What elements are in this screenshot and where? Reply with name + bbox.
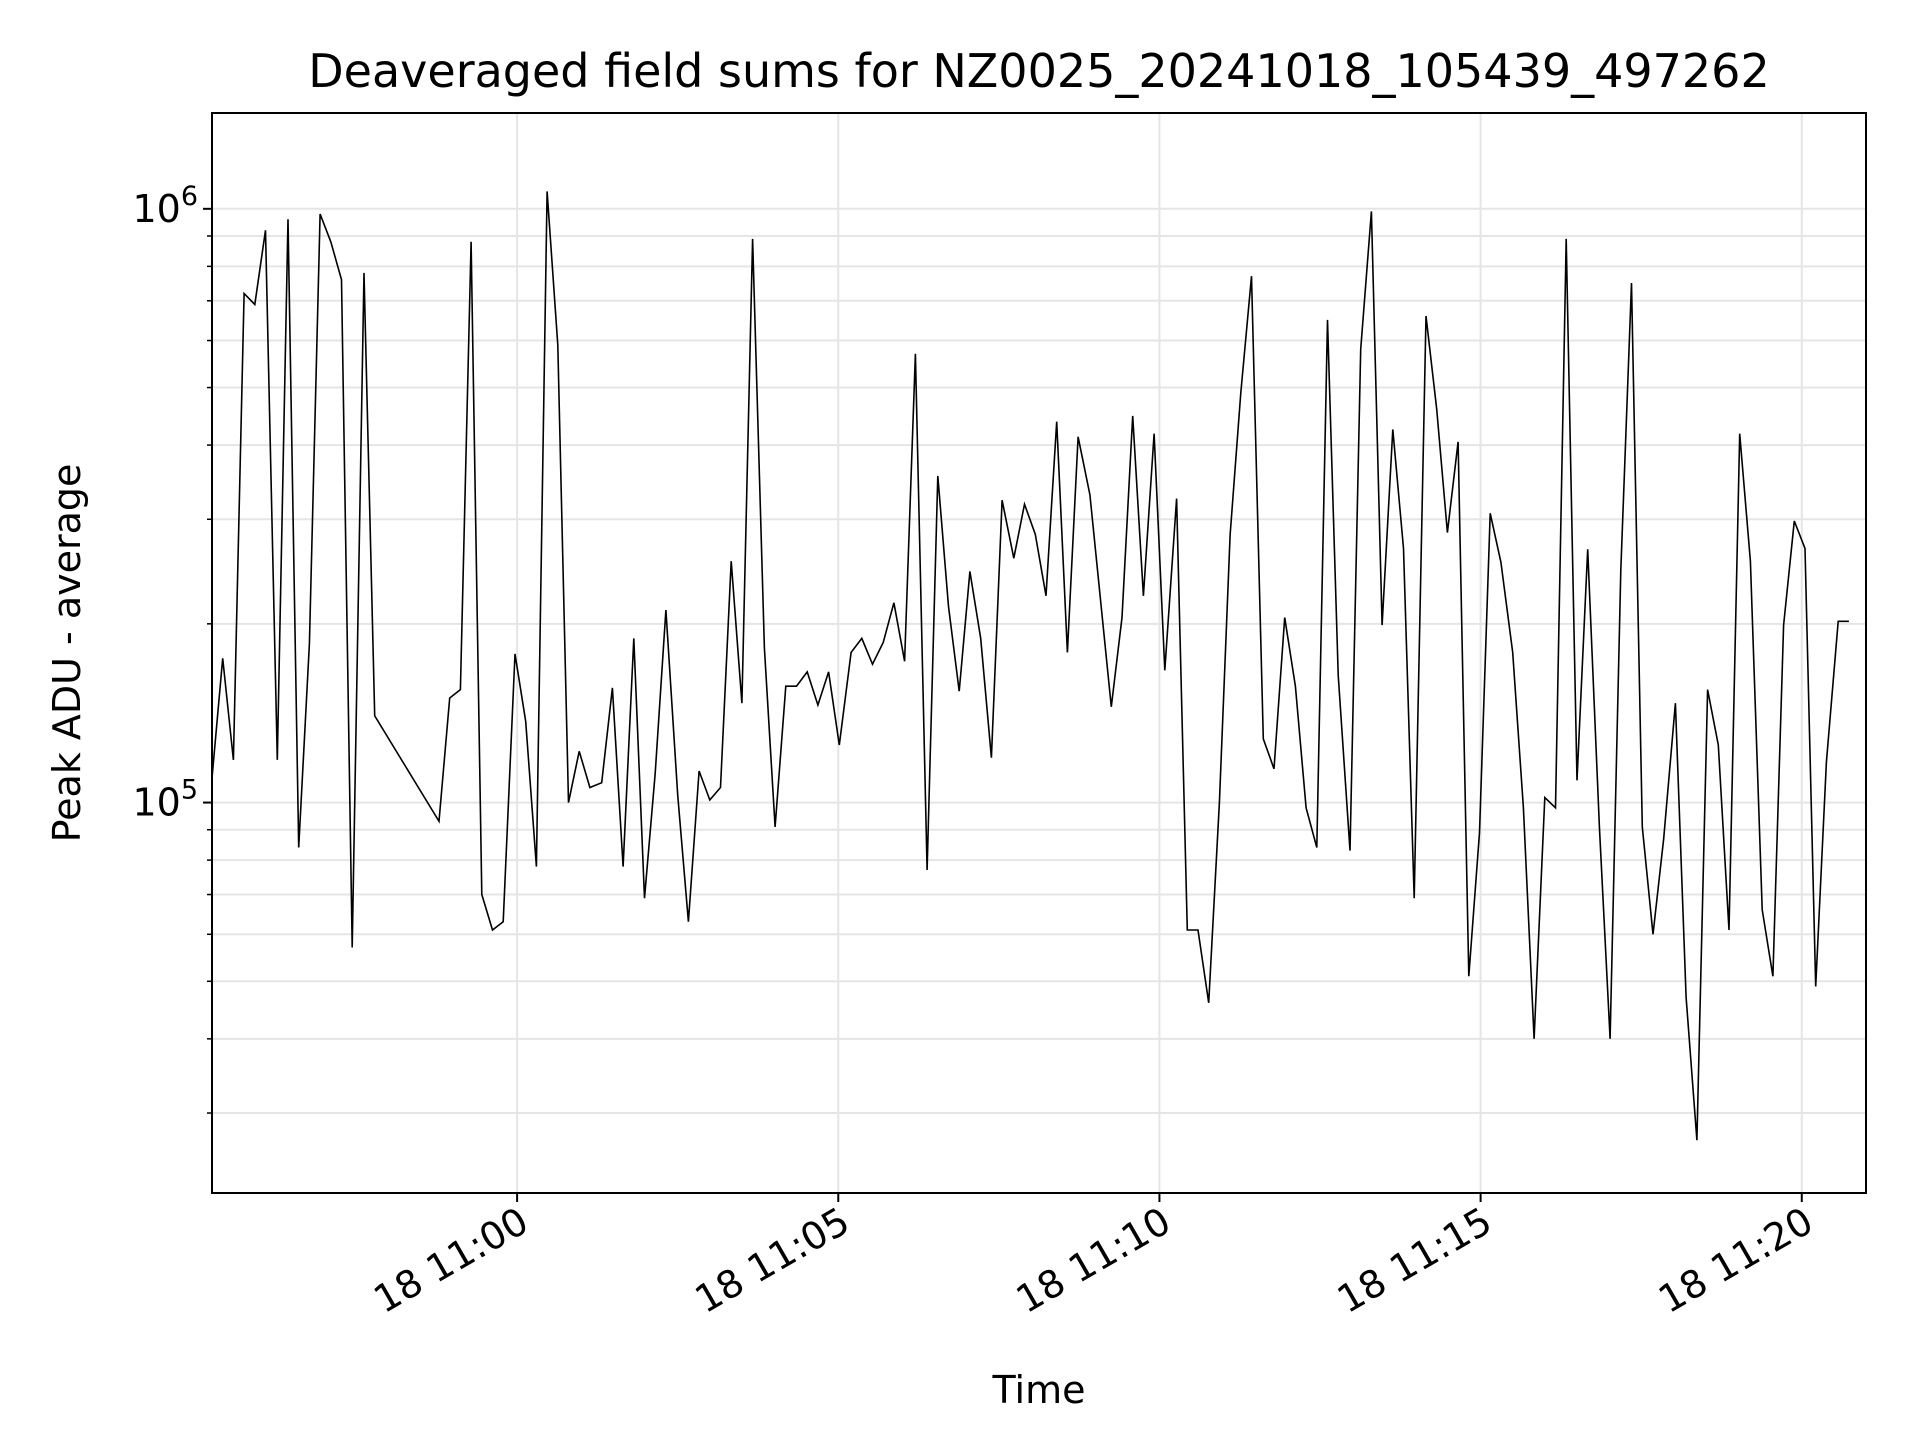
y-tick-label: 106: [132, 181, 198, 231]
chart-title: Deaveraged field sums for NZ0025_2024101…: [308, 44, 1769, 98]
y-tick-label: 105: [132, 775, 198, 825]
x-axis-label: Time: [992, 1368, 1086, 1412]
y-tick-base: 10: [132, 781, 180, 825]
y-tick-base: 10: [132, 187, 180, 231]
y-axis-label: Peak ADU - average: [45, 464, 89, 843]
y-tick-exponent: 6: [181, 181, 198, 212]
series-line: [211, 191, 1849, 1141]
y-tick-exponent: 5: [181, 775, 198, 806]
series-layer: [211, 191, 1849, 1141]
plot-frame: [211, 112, 1867, 1194]
